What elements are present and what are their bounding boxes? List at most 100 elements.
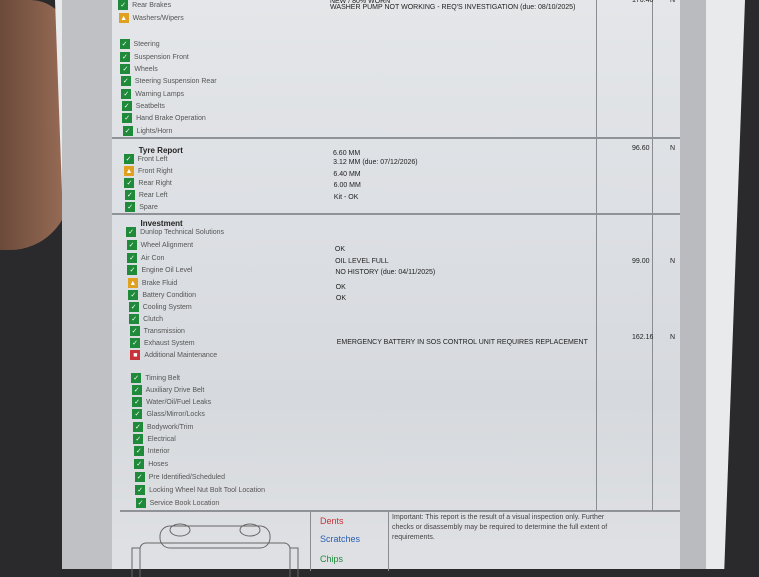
check-item-label: Lights/Horn	[136, 127, 173, 135]
check-item-label: Water/Oil/Fuel Leaks	[146, 398, 212, 406]
authorised-flag: N	[670, 0, 676, 4]
check-item: ✓ Dunlop Technical Solutions	[126, 226, 224, 238]
section-heading: Tyre Report	[138, 146, 183, 155]
check-item: ✓ Rear Left	[124, 189, 168, 201]
check-item-label: Front Left	[137, 155, 168, 163]
chips-key: Chips	[320, 554, 344, 564]
status-green-icon: ✓	[124, 190, 135, 200]
left-border	[62, 0, 112, 569]
check-item-label: Steering	[133, 40, 160, 48]
check-item: ✓ Water/Oil/Fuel Leaks	[132, 396, 211, 408]
check-item: ✓ Rear Right	[124, 177, 172, 189]
check-item-label: Seatbelts	[135, 102, 165, 110]
finding-note: NO HISTORY (due: 04/11/2025)	[335, 269, 436, 276]
check-item: ✓ Engine Oil Level	[127, 264, 192, 276]
status-green-icon: ✓	[119, 52, 130, 62]
check-item: ✓ Hoses	[134, 458, 168, 470]
check-item: ▲ Washers/Wipers	[118, 12, 184, 24]
status-red-icon: ■	[130, 350, 141, 360]
status-green-icon: ✓	[123, 154, 134, 164]
check-item-label: Suspension Front	[133, 53, 189, 61]
check-item-label: Interior	[147, 447, 170, 455]
finding-note: 6.40 MM	[333, 171, 361, 178]
status-green-icon: ✓	[125, 202, 136, 212]
check-item-label: Engine Oil Level	[141, 266, 193, 274]
check-item-label: Washers/Wipers	[132, 14, 184, 22]
check-item: ✓ Glass/Mirror/Locks	[132, 408, 205, 420]
check-item: ✓ Lights/Horn	[122, 125, 173, 137]
check-item: ✓ Seatbelts	[121, 100, 165, 112]
check-item-label: Hand Brake Operation	[136, 114, 206, 122]
check-item-label: Cooling System	[142, 303, 192, 311]
status-green-icon: ✓	[132, 409, 143, 419]
status-green-icon: ✓	[135, 485, 146, 495]
check-item: ✓ Exhaust System	[130, 337, 195, 349]
check-item: ✓ Pre Identified/Scheduled	[134, 471, 225, 483]
check-item-label: Rear Brakes	[132, 1, 172, 9]
check-item: ✓ Wheel Alignment	[126, 239, 193, 251]
finding-note: NEW / 80% WORN	[329, 0, 391, 5]
status-green-icon: ✓	[122, 126, 133, 136]
finding-note: OK	[335, 295, 346, 302]
status-amber-icon: ▲	[118, 13, 129, 23]
check-item-label: Service Book Location	[149, 499, 220, 507]
price: 162.16	[632, 334, 654, 341]
column-divider	[596, 0, 597, 510]
status-green-icon: ✓	[135, 498, 146, 508]
check-item-label: Wheels	[134, 65, 158, 73]
authorised-flag: N	[670, 258, 676, 265]
status-green-icon: ✓	[119, 39, 130, 49]
divider	[310, 512, 311, 571]
check-item: ✓ Steering	[119, 38, 160, 50]
status-green-icon: ✓	[132, 397, 143, 407]
check-item-label: Steering Suspension Rear	[134, 77, 217, 85]
check-item-label: Exhaust System	[144, 339, 195, 347]
check-item-label: Timing Belt	[145, 374, 180, 382]
damage-section: Dents Scratches Chips	[120, 510, 680, 577]
check-item-label: Dunlop Technical Solutions	[140, 228, 225, 236]
check-item-label: Pre Identified/Scheduled	[148, 473, 225, 481]
check-item: ✓ Cooling System	[128, 301, 192, 313]
check-item-label: Battery Condition	[142, 291, 197, 299]
check-item: ✓ Timing Belt	[131, 372, 180, 384]
status-green-icon: ✓	[121, 89, 132, 99]
column-divider	[652, 0, 653, 510]
check-item: ✓ Clutch	[129, 313, 163, 325]
check-item: ✓ Interior	[133, 445, 170, 457]
status-green-icon: ✓	[131, 385, 142, 395]
check-item: ✓ Service Book Location	[135, 497, 220, 509]
check-item: ▲ Brake Fluid	[127, 277, 178, 289]
divider	[112, 137, 680, 139]
check-item-label: Electrical	[147, 435, 176, 443]
status-green-icon: ✓	[120, 76, 131, 86]
check-item: ✓ Warning Lamps	[121, 88, 184, 100]
price: 96.60	[632, 145, 650, 152]
status-green-icon: ✓	[127, 265, 138, 275]
check-item-label: Spare	[139, 203, 158, 211]
status-green-icon: ✓	[118, 0, 129, 10]
finding-note: EMERGENCY BATTERY IN SOS CONTROL UNIT RE…	[336, 339, 588, 346]
car-diagram-icon	[131, 523, 299, 577]
check-item-label: Rear Right	[138, 179, 172, 187]
check-item: ✓ Locking Wheel Nut Bolt Tool Location	[135, 484, 265, 496]
check-item: ✓ Spare	[125, 201, 158, 213]
check-item-label: Brake Fluid	[141, 279, 178, 287]
finding-note: 6.60 MM	[332, 150, 361, 157]
status-amber-icon: ▲	[127, 278, 138, 288]
finding-note: WASHER PUMP NOT WORKING - REQ'S INVESTIG…	[330, 4, 576, 11]
status-amber-icon: ▲	[123, 166, 134, 176]
status-green-icon: ✓	[126, 227, 137, 237]
check-item: ✓ Battery Condition	[128, 289, 196, 301]
check-item-label: Front Right	[137, 167, 173, 175]
authorised-flag: N	[670, 334, 676, 341]
check-item: ■ Additional Maintenance	[130, 349, 217, 361]
finding-note: OIL LEVEL FULL	[335, 258, 389, 265]
status-green-icon: ✓	[122, 113, 133, 123]
check-item-label: Clutch	[143, 315, 163, 323]
authorised-flag: N	[670, 145, 676, 152]
check-item: ✓ Wheels	[120, 63, 158, 75]
finding-note: 3.12 MM (due: 07/12/2026)	[333, 159, 418, 166]
finding-note: Kit - OK	[333, 194, 359, 201]
check-item-label: Locking Wheel Nut Bolt Tool Location	[149, 486, 265, 494]
price: 99.00	[632, 258, 650, 265]
